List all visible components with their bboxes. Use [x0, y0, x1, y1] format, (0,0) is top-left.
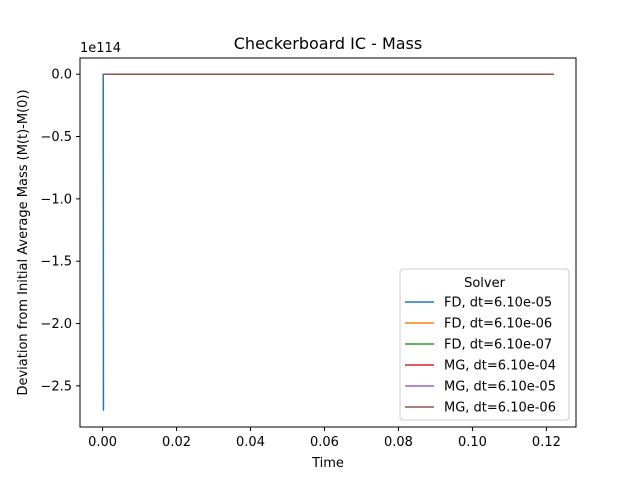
plot-frame: [79, 57, 577, 428]
y-tick-label: −1.0: [40, 192, 72, 207]
x-tick-label: 0.08: [384, 435, 413, 450]
series-layer: [102, 73, 554, 411]
legend-label: FD, dt=6.10e-07: [444, 338, 552, 353]
legend-label: FD, dt=6.10e-05: [444, 296, 552, 311]
chart-title: Checkerboard IC - Mass: [234, 34, 422, 53]
x-tick-label: 0.12: [532, 435, 561, 450]
x-tick-label: 0.04: [236, 435, 265, 450]
x-tick-label: 0.02: [162, 435, 191, 450]
y-tick-label: −2.5: [40, 379, 72, 394]
legend-box: [399, 268, 570, 421]
y-tick-label: −1.5: [40, 255, 72, 270]
x-tick-label: 0.00: [88, 435, 117, 450]
legend-label: MG, dt=6.10e-06: [444, 401, 556, 416]
y-offset-label: 1e114: [80, 41, 121, 56]
y-tick-label: −0.5: [40, 130, 72, 145]
x-tick-label: 0.10: [458, 435, 487, 450]
x-axis-label: Time: [311, 456, 344, 471]
y-tick-label: −2.0: [40, 317, 72, 332]
legend-title: Solver: [464, 276, 506, 291]
y-axis-ticks: 0.0 −0.5 −1.0 −1.5 −2.0 −2.5: [40, 68, 80, 394]
series-line-1: [102, 73, 105, 411]
y-axis-label: Deviation from Initial Average Mass (M(t…: [16, 89, 31, 395]
x-axis-ticks: 0.00 0.02 0.04 0.06 0.08 0.10 0.12: [88, 427, 561, 450]
legend-label: MG, dt=6.10e-04: [444, 359, 556, 374]
legend-label: MG, dt=6.10e-05: [444, 380, 556, 395]
legend-label: FD, dt=6.10e-06: [444, 317, 552, 332]
x-tick-label: 0.06: [310, 435, 339, 450]
y-tick-label: 0.0: [51, 68, 72, 83]
legend-entries: FD, dt=6.10e-05 FD, dt=6.10e-06 FD, dt=6.1…: [405, 296, 556, 416]
